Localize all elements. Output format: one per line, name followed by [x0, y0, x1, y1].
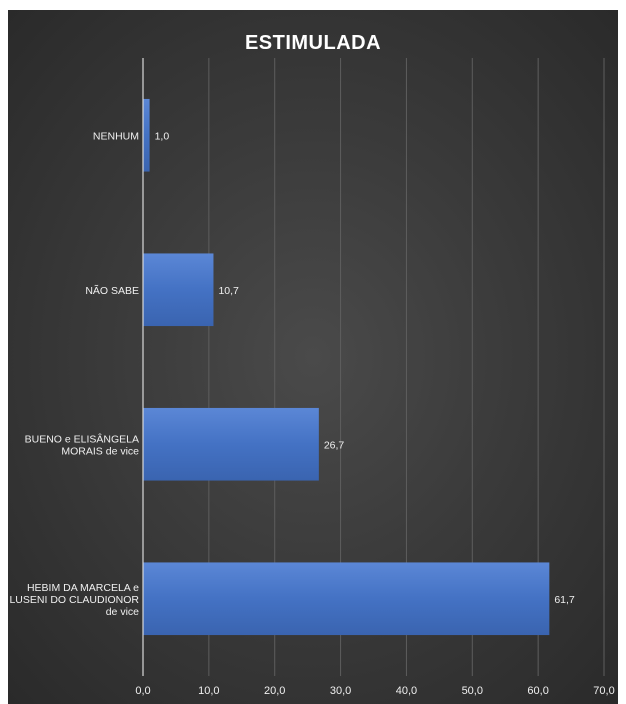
x-tick-labels: 0,0 10,0 20,0 30,0 40,0 50,0 60,0 70,0: [135, 685, 614, 697]
tick-label: 70,0: [593, 685, 614, 697]
tick-label: 50,0: [462, 685, 483, 697]
chart-title: ESTIMULADA: [244, 32, 382, 54]
tick-label: 20,0: [264, 685, 285, 697]
chart-area: ESTIMULADA NENHUM NÃO SABE BUENO e ELISÂNG…: [8, 10, 618, 704]
bar: [143, 98, 150, 172]
category-label: BUENO e ELISÂNGELA MORAIS de vice: [25, 432, 140, 457]
value-label: 1,0: [155, 130, 170, 142]
category-label: NÃO SABE: [85, 284, 139, 297]
bar: [143, 562, 550, 636]
bar: [143, 407, 319, 481]
tick-label: 40,0: [396, 685, 417, 697]
tick-label: 10,0: [198, 685, 219, 697]
value-label: 10,7: [218, 285, 239, 297]
value-label: 26,7: [324, 439, 345, 451]
value-labels: 1,0 10,7 26,7 61,7: [155, 130, 575, 606]
category-label: HEBIM DA MARCELA e LUSENI DO CLAUDIONOR de…: [9, 582, 139, 618]
tick-label: 30,0: [330, 685, 351, 697]
category-label: NENHUM: [93, 130, 139, 142]
bars: [143, 98, 550, 636]
category-labels: NENHUM NÃO SABE BUENO e ELISÂNGELA MORAIS d…: [9, 130, 139, 618]
bar: [143, 253, 214, 327]
tick-label: 60,0: [527, 685, 548, 697]
tick-label: 0,0: [135, 685, 150, 697]
bar-chart: NENHUM NÃO SABE BUENO e ELISÂNGELA MORAIS d…: [9, 58, 615, 697]
value-label: 61,7: [554, 594, 575, 606]
